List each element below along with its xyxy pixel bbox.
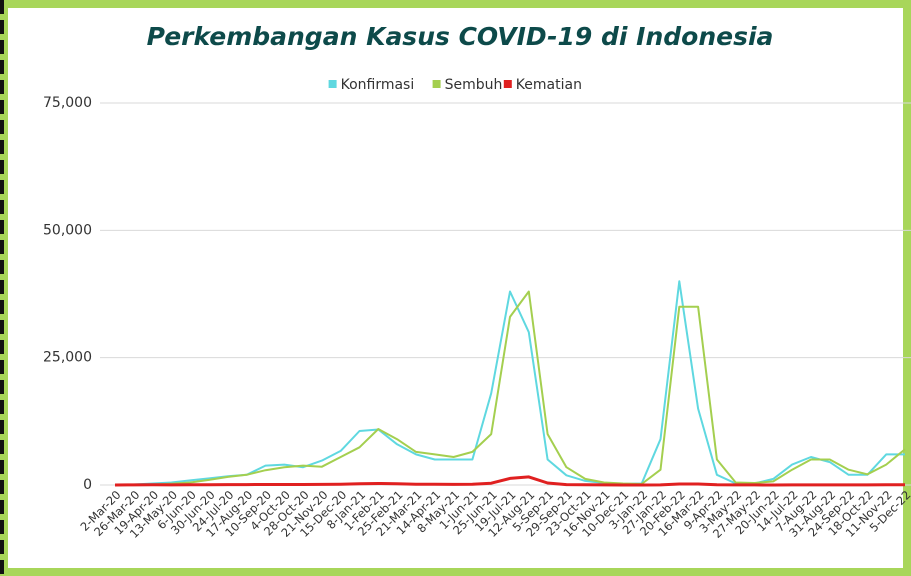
series-line — [114, 290, 906, 486]
chart-title: Perkembangan Kasus COVID-19 di Indonesia — [147, 22, 774, 51]
legend-swatch — [432, 80, 441, 88]
series-line — [114, 475, 905, 487]
y-tick-label: 50,000 — [43, 222, 92, 238]
y-tick-label: 75,000 — [43, 95, 92, 111]
legend-label: Kematian — [516, 77, 582, 93]
legend-label: Konfirmasi — [341, 77, 415, 93]
y-tick-label: 0 — [83, 477, 92, 493]
y-tick-label: 25,000 — [43, 350, 92, 366]
legend-label: Sembuh — [445, 77, 503, 93]
legend-swatch — [328, 80, 337, 88]
legend-swatch — [503, 80, 512, 88]
legend: Konfirmasi Sembuh Kematian — [328, 77, 582, 93]
